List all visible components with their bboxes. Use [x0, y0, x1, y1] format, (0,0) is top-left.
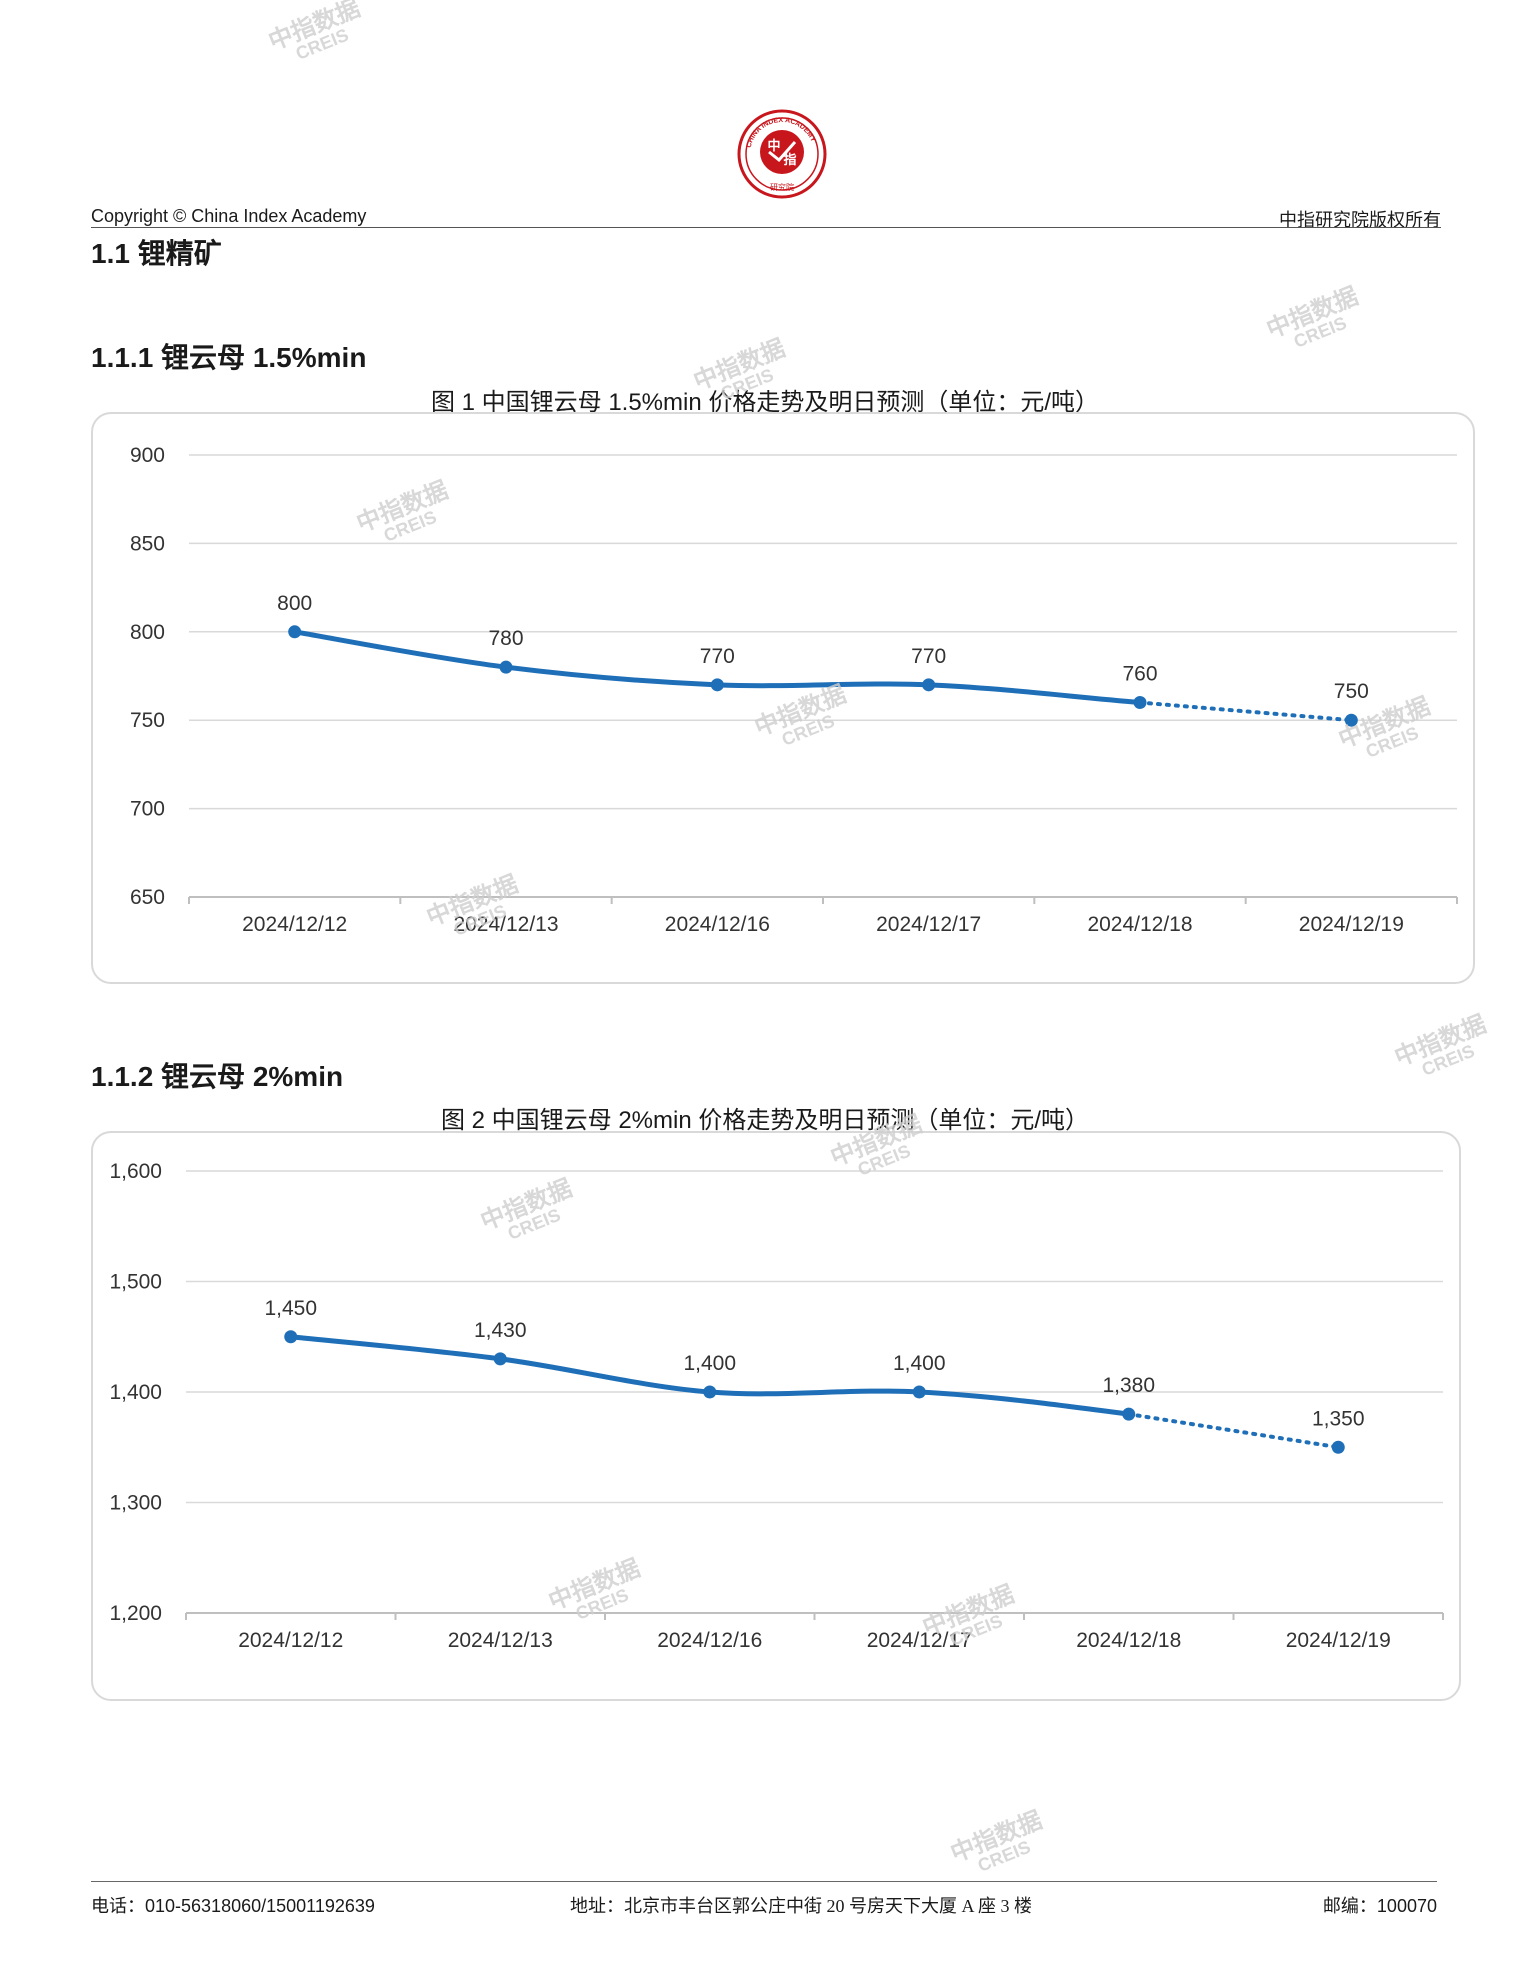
- data-point: [1122, 1407, 1136, 1421]
- data-point: [1331, 1440, 1345, 1454]
- data-label: 1,430: [474, 1319, 527, 1342]
- data-label: 770: [911, 645, 946, 668]
- data-point: [1133, 696, 1147, 710]
- y-tick-label: 800: [130, 621, 165, 644]
- chart-1: 650 700 750 800 850 900 2024/12/12 2024/12/13 20…: [130, 444, 1458, 936]
- forecast-line: [1138, 700, 1354, 723]
- series-line: [288, 1334, 1132, 1417]
- y-tick-label: 850: [130, 532, 165, 555]
- data-label: 1,380: [1102, 1374, 1155, 1397]
- x-tick-label: 2024/12/16: [657, 1629, 762, 1652]
- y-tick-label: 1,600: [109, 1160, 162, 1183]
- footer-postcode: 邮编：100070: [1322, 1896, 1437, 1916]
- data-label: 1,350: [1312, 1407, 1365, 1430]
- y-tick-label: 750: [130, 709, 165, 732]
- x-tick-label: 2024/12/13: [448, 1629, 553, 1652]
- logo-center-text-2: 指: [783, 152, 796, 167]
- y-tick-label: 1,400: [109, 1381, 162, 1404]
- figure-title-1: 图 1 中国锂云母 1.5%min 价格走势及明日预测（单位：元/吨）: [430, 389, 1100, 416]
- watermark: 中指数据 CREIS: [946, 1806, 1047, 1876]
- data-point: [703, 1385, 717, 1399]
- data-label: 800: [277, 592, 312, 615]
- data-point: [499, 660, 513, 674]
- chart-frame-2: 1,200 1,300 1,400 1,500 1,600 2024/12/12 2024/…: [91, 1131, 1461, 1701]
- x-tick-label: 2024/12/19: [1299, 913, 1404, 936]
- data-point: [284, 1330, 298, 1344]
- data-label: 770: [700, 645, 735, 668]
- forecast-line: [1126, 1412, 1341, 1450]
- rights-text: 中指研究院版权所有: [1279, 210, 1441, 230]
- logo-bottom-text: 研究院: [770, 182, 794, 192]
- x-tick-label: 2024/12/12: [238, 1629, 343, 1652]
- x-tick-label: 2024/12/16: [665, 913, 770, 936]
- x-tick-label: 2024/12/18: [1087, 913, 1192, 936]
- watermark: 中指数据 CREIS: [1390, 1010, 1491, 1080]
- y-tick-label: 1,500: [109, 1271, 162, 1294]
- y-tick-label: 650: [130, 886, 165, 909]
- subsection-title-2: 1.1.2 锂云母 2%min: [91, 1061, 344, 1092]
- x-tick-label: 2024/12/17: [867, 1629, 972, 1652]
- data-label: 1,400: [893, 1352, 946, 1375]
- x-tick-label: 2024/12/12: [242, 913, 347, 936]
- data-label: 750: [1334, 680, 1369, 703]
- copyright-text: Copyright © China Index Academy: [91, 206, 367, 226]
- data-point: [710, 678, 724, 692]
- y-tick-label: 900: [130, 444, 165, 467]
- data-point: [912, 1385, 926, 1399]
- data-label: 1,450: [264, 1297, 317, 1320]
- subsection-title-1: 1.1.1 锂云母 1.5%min: [91, 342, 367, 373]
- header-divider: [91, 227, 1441, 228]
- data-point: [493, 1352, 507, 1366]
- data-label: 780: [488, 627, 523, 650]
- figure-title-2: 图 2 中国锂云母 2%min 价格走势及明日预测（单位：元/吨）: [440, 1107, 1090, 1134]
- y-tick-label: 1,200: [109, 1602, 162, 1625]
- data-point: [922, 678, 936, 692]
- y-tick-label: 1,300: [109, 1492, 162, 1515]
- data-point: [288, 625, 302, 639]
- chart-2: 1,200 1,300 1,400 1,500 1,600 2024/12/12 2024/…: [109, 1160, 1444, 1652]
- watermark: 中指数据 CREIS: [264, 0, 365, 64]
- footer-phone: 电话：010-56318060/15001192639: [91, 1896, 375, 1916]
- data-label: 1,400: [683, 1352, 736, 1375]
- x-tick-label: 2024/12/13: [453, 913, 558, 936]
- watermark: 中指数据 CREIS: [1262, 282, 1363, 352]
- footer-address: 地址：北京市丰台区郭公庄中街 20 号房天下大厦 A 座 3 楼: [570, 1896, 1033, 1916]
- footer-divider: [91, 1881, 1437, 1882]
- x-tick-label: 2024/12/19: [1286, 1629, 1391, 1652]
- x-tick-label: 2024/12/17: [876, 913, 981, 936]
- section-title: 1.1 锂精矿: [91, 238, 222, 269]
- y-tick-label: 700: [130, 798, 165, 821]
- x-tick-label: 2024/12/18: [1076, 1629, 1181, 1652]
- data-point: [1344, 713, 1358, 727]
- data-label: 760: [1122, 663, 1157, 686]
- china-index-academy-logo: 中 指 CHINA INDEX ACADEMY 研究院: [737, 109, 827, 199]
- logo-center-text-1: 中: [767, 138, 780, 153]
- chart-frame-1: 650 700 750 800 850 900 2024/12/12 2024/12/13 20…: [91, 412, 1475, 984]
